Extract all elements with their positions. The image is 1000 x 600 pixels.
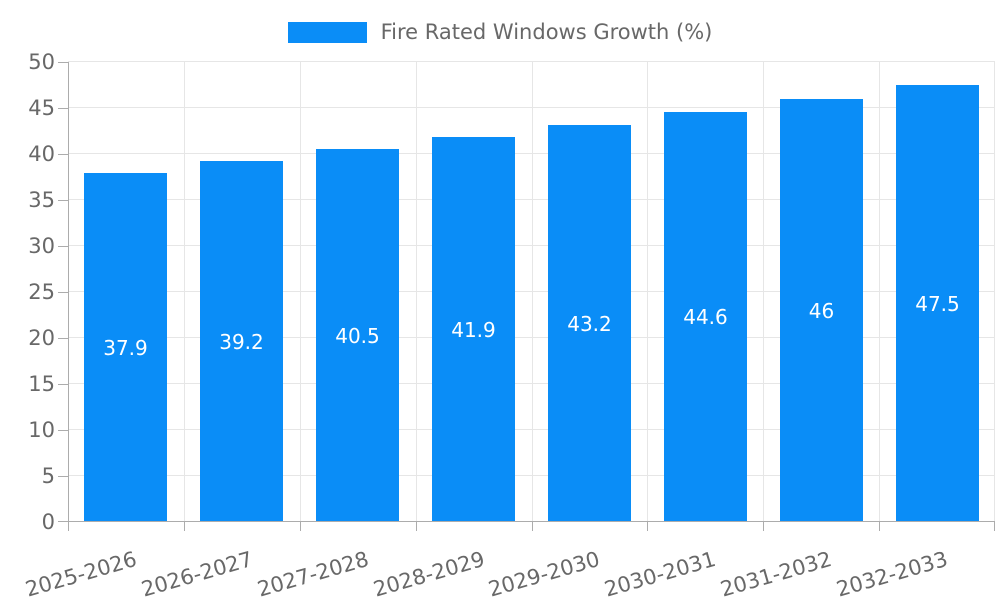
y-axis-line	[68, 62, 69, 522]
x-tick-label: 2027-2028	[254, 546, 371, 600]
x-axis-line	[68, 521, 995, 522]
x-axis-tick	[763, 522, 764, 531]
y-tick-label: 45	[28, 96, 55, 120]
x-tick-label: 2032-2033	[833, 546, 950, 600]
y-axis-tick	[58, 384, 68, 385]
bar: 46	[780, 99, 863, 522]
bar-value-label: 39.2	[219, 329, 264, 354]
v-gridline	[763, 62, 764, 522]
x-axis-tick	[300, 522, 301, 531]
h-gridline	[68, 429, 995, 430]
y-axis-tick	[58, 476, 68, 477]
y-tick-label: 15	[28, 372, 55, 396]
bar-value-label: 40.5	[335, 323, 380, 348]
h-gridline	[68, 383, 995, 384]
x-tick-label: 2029-2030	[485, 546, 602, 600]
bar-value-label: 46	[808, 298, 835, 323]
v-gridline	[532, 62, 533, 522]
y-tick-label: 30	[28, 234, 55, 258]
legend-swatch-icon	[287, 21, 367, 43]
v-gridline	[416, 62, 417, 522]
y-axis-tick	[58, 62, 68, 63]
x-tick-label: 2026-2027	[138, 546, 255, 600]
bar-value-label: 41.9	[451, 317, 496, 342]
bar-value-label: 37.9	[103, 335, 148, 360]
h-gridline	[68, 245, 995, 246]
x-axis-tick	[184, 522, 185, 531]
h-gridline	[68, 475, 995, 476]
y-axis-tick	[58, 521, 68, 522]
x-tick-label: 2025-2026	[22, 546, 139, 600]
y-tick-label: 50	[28, 50, 55, 74]
y-axis-tick	[58, 338, 68, 339]
y-tick-label: 40	[28, 142, 55, 166]
v-gridline	[184, 62, 185, 522]
legend-item[interactable]: Fire Rated Windows Growth (%)	[287, 19, 713, 45]
x-axis-tick	[879, 522, 880, 531]
bar-value-label: 43.2	[567, 311, 612, 336]
x-axis-tick	[532, 522, 533, 531]
v-gridline	[879, 62, 880, 522]
y-axis-tick	[58, 292, 68, 293]
y-tick-label: 5	[41, 464, 55, 488]
legend-label: Fire Rated Windows Growth (%)	[380, 20, 713, 44]
y-axis-tick	[58, 430, 68, 431]
y-axis-tick	[58, 108, 68, 109]
x-axis-tick	[647, 522, 648, 531]
y-axis-tick	[58, 154, 68, 155]
bar: 41.9	[432, 137, 515, 522]
y-tick-label: 0	[41, 510, 55, 534]
v-gridline	[994, 62, 995, 522]
y-tick-label: 25	[28, 280, 55, 304]
x-tick-label: 2028-2029	[370, 546, 487, 600]
x-axis-tick	[994, 522, 995, 531]
bar: 47.5	[896, 85, 979, 522]
bar: 44.6	[664, 112, 747, 522]
h-gridline	[68, 153, 995, 154]
legend: Fire Rated Windows Growth (%)	[0, 19, 1000, 45]
y-axis-tick	[58, 200, 68, 201]
bar: 43.2	[548, 125, 631, 522]
h-gridline	[68, 199, 995, 200]
y-axis-tick	[58, 246, 68, 247]
bar: 39.2	[200, 161, 283, 522]
h-gridline	[68, 337, 995, 338]
bar: 40.5	[316, 149, 399, 522]
y-tick-label: 20	[28, 326, 55, 350]
x-axis-tick	[416, 522, 417, 531]
h-gridline	[68, 107, 995, 108]
plot-area: 37.9 39.2 40.5 41.9 43.2 44.6 46 47.5 0 5 10 15 20 25…	[22, 50, 995, 600]
h-gridline	[68, 291, 995, 292]
y-tick-label: 10	[28, 418, 55, 442]
x-tick-label: 2030-2031	[601, 546, 718, 600]
bar: 37.9	[84, 173, 167, 522]
x-tick-label: 2031-2032	[717, 546, 834, 600]
y-tick-label: 35	[28, 188, 55, 212]
bar-value-label: 47.5	[915, 291, 960, 316]
x-axis-tick	[68, 522, 69, 531]
v-gridline	[647, 62, 648, 522]
bar-value-label: 44.6	[683, 305, 728, 329]
v-gridline	[300, 62, 301, 522]
h-gridline	[68, 61, 995, 62]
